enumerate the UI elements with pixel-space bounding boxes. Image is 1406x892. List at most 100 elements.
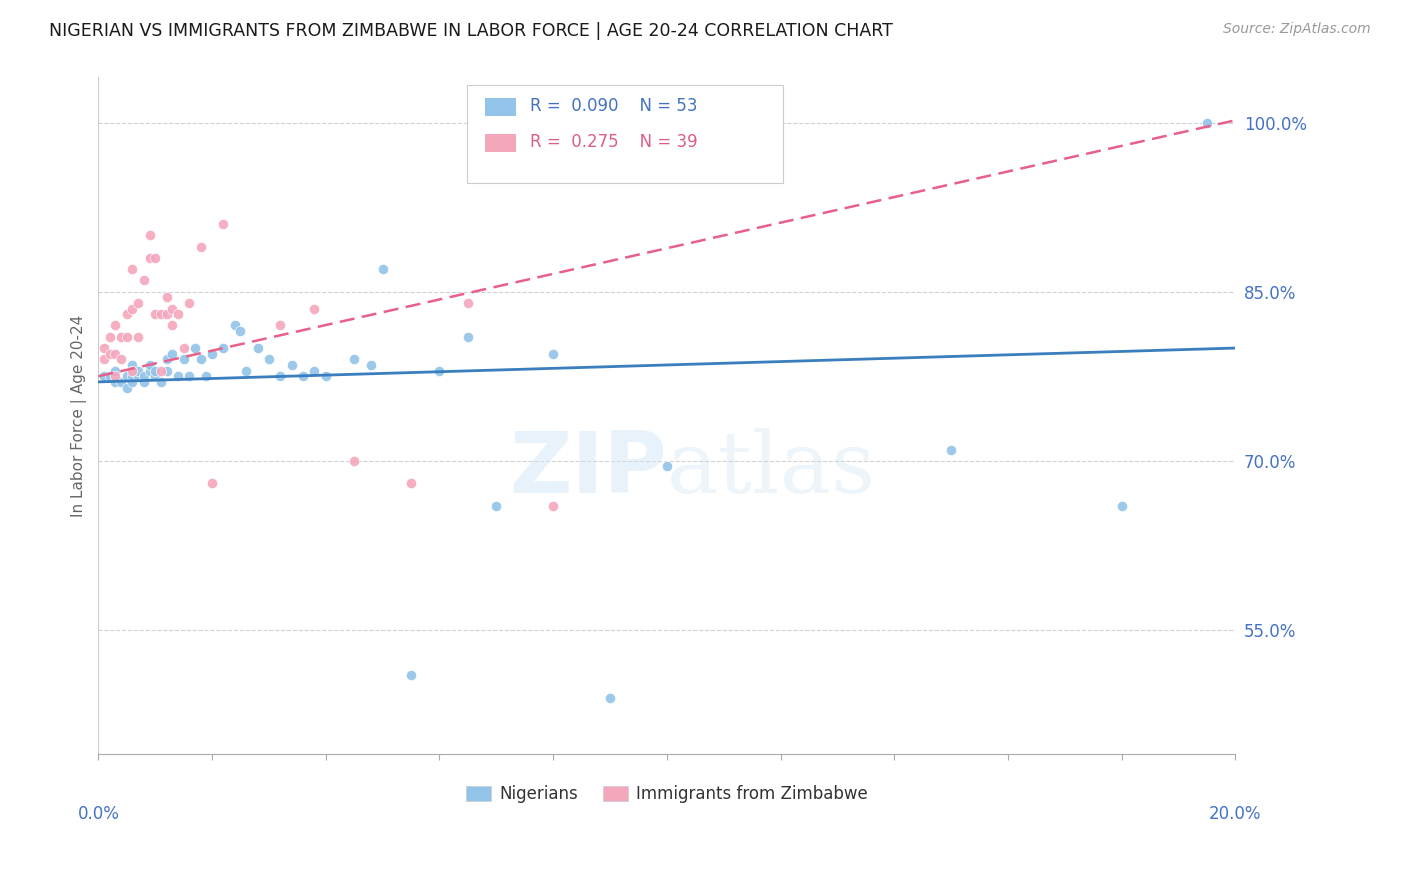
Point xyxy=(143,251,166,265)
Point xyxy=(121,369,143,384)
Point xyxy=(315,369,337,384)
Point xyxy=(149,363,172,377)
Point xyxy=(599,690,621,705)
Point xyxy=(149,375,172,389)
Point xyxy=(98,347,121,361)
Point xyxy=(173,341,195,355)
Point xyxy=(110,330,132,344)
Point xyxy=(104,375,127,389)
Point xyxy=(195,369,218,384)
Point xyxy=(269,318,291,333)
Point xyxy=(190,352,212,367)
Point xyxy=(939,442,962,457)
Text: atlas: atlas xyxy=(666,428,876,511)
Text: NIGERIAN VS IMMIGRANTS FROM ZIMBABWE IN LABOR FORCE | AGE 20-24 CORRELATION CHAR: NIGERIAN VS IMMIGRANTS FROM ZIMBABWE IN … xyxy=(49,22,893,40)
Point xyxy=(269,369,291,384)
Point xyxy=(104,318,127,333)
Point xyxy=(229,324,252,338)
Point xyxy=(343,454,366,468)
Text: 20.0%: 20.0% xyxy=(1209,805,1261,822)
Point xyxy=(155,363,177,377)
Point xyxy=(343,352,366,367)
Text: ZIP: ZIP xyxy=(509,428,666,511)
Point xyxy=(104,369,127,384)
Point xyxy=(138,228,160,243)
Point xyxy=(127,330,149,344)
Point xyxy=(1111,499,1133,513)
Point xyxy=(162,347,184,361)
Point xyxy=(162,318,184,333)
Point xyxy=(179,369,201,384)
Point xyxy=(246,341,269,355)
Point xyxy=(224,318,246,333)
Point xyxy=(93,369,115,384)
Point xyxy=(304,301,326,316)
Point xyxy=(127,363,149,377)
Point xyxy=(280,358,302,372)
Point xyxy=(138,358,160,372)
Point xyxy=(143,307,166,321)
Point xyxy=(138,251,160,265)
Point xyxy=(93,352,115,367)
Point xyxy=(127,369,149,384)
Point xyxy=(167,369,190,384)
Point xyxy=(121,363,143,377)
Point xyxy=(457,330,479,344)
Point xyxy=(162,301,184,316)
Y-axis label: In Labor Force | Age 20-24: In Labor Force | Age 20-24 xyxy=(72,315,87,516)
Point xyxy=(143,369,166,384)
Text: 0.0%: 0.0% xyxy=(77,805,120,822)
Point xyxy=(98,330,121,344)
Point xyxy=(93,341,115,355)
Text: R =  0.090    N = 53: R = 0.090 N = 53 xyxy=(530,97,697,115)
Point xyxy=(173,352,195,367)
Point xyxy=(184,341,207,355)
Point xyxy=(541,347,564,361)
Point xyxy=(121,375,143,389)
Point xyxy=(235,363,257,377)
Point xyxy=(121,358,143,372)
Point xyxy=(115,369,138,384)
Point xyxy=(132,375,155,389)
Point xyxy=(155,307,177,321)
Point xyxy=(1195,115,1218,129)
Point xyxy=(304,363,326,377)
Point xyxy=(212,217,235,231)
Legend: Nigerians, Immigrants from Zimbabwe: Nigerians, Immigrants from Zimbabwe xyxy=(460,779,875,810)
Point xyxy=(110,375,132,389)
Point xyxy=(98,369,121,384)
Point xyxy=(292,369,315,384)
Point xyxy=(179,296,201,310)
Point xyxy=(485,499,508,513)
Point xyxy=(167,307,190,321)
Point xyxy=(115,380,138,394)
Point xyxy=(257,352,280,367)
Text: R =  0.275    N = 39: R = 0.275 N = 39 xyxy=(530,133,697,151)
Point xyxy=(138,363,160,377)
Point xyxy=(132,273,155,287)
Point xyxy=(212,341,235,355)
Point xyxy=(655,459,678,474)
Point xyxy=(104,347,127,361)
Point xyxy=(360,358,382,372)
Point xyxy=(115,307,138,321)
Point xyxy=(110,352,132,367)
Point xyxy=(149,307,172,321)
Point xyxy=(121,262,143,277)
Text: Source: ZipAtlas.com: Source: ZipAtlas.com xyxy=(1223,22,1371,37)
Point xyxy=(429,363,451,377)
Point xyxy=(399,668,422,682)
Point xyxy=(190,239,212,253)
Point xyxy=(155,352,177,367)
Point xyxy=(104,363,127,377)
Point xyxy=(121,301,143,316)
Point xyxy=(143,363,166,377)
Point xyxy=(127,296,149,310)
Point xyxy=(399,476,422,491)
Point xyxy=(201,347,224,361)
Point xyxy=(457,296,479,310)
Point xyxy=(132,369,155,384)
Point xyxy=(155,290,177,304)
Point xyxy=(371,262,394,277)
Point xyxy=(201,476,224,491)
